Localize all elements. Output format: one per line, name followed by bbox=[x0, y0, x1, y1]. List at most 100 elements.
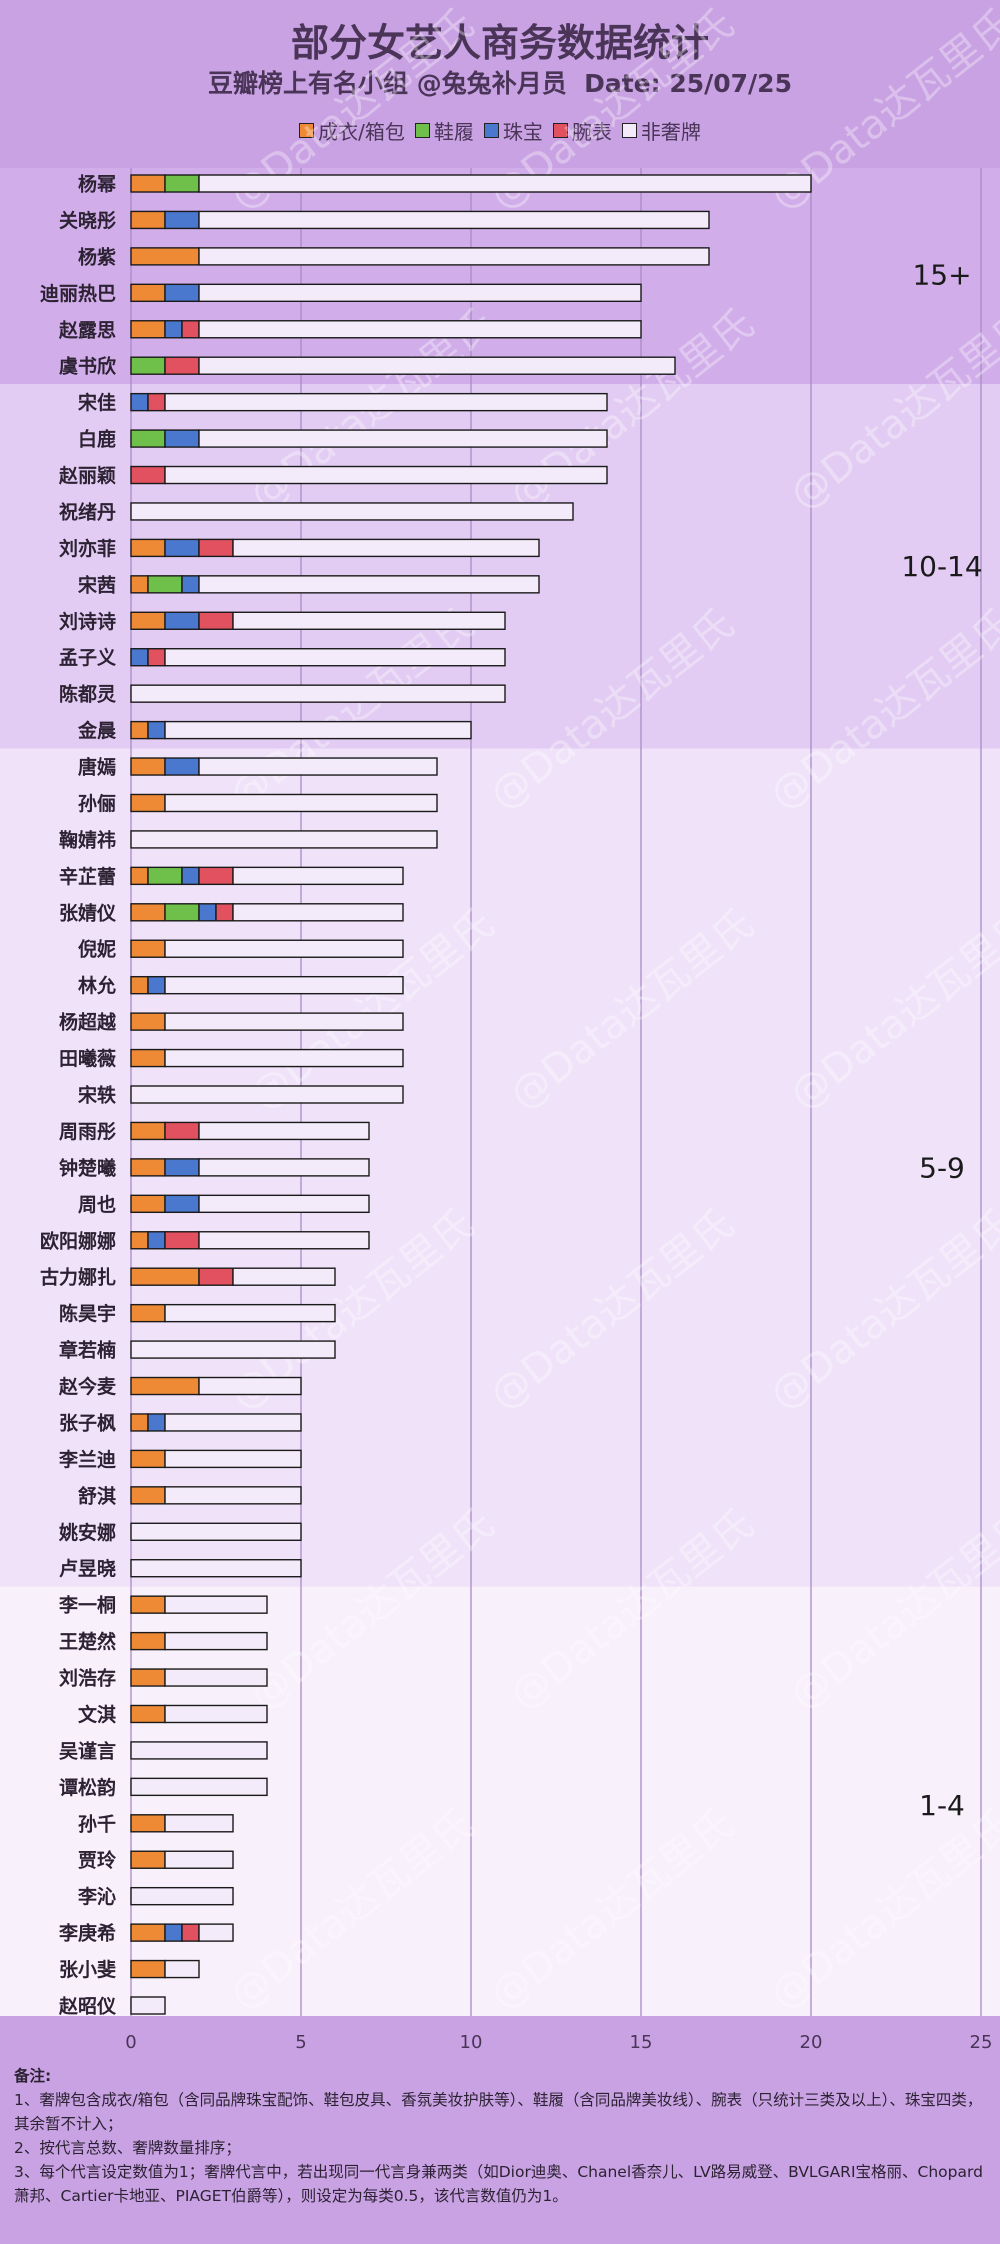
bar-segment bbox=[232, 538, 540, 558]
bar-segment bbox=[130, 1267, 200, 1286]
chart-title: 部分女艺人商务数据统计 bbox=[290, 21, 709, 65]
y-category-label: 宋轶 bbox=[77, 1084, 116, 1107]
bar-segment bbox=[130, 1777, 268, 1797]
y-category-label: 卢昱晓 bbox=[59, 1557, 116, 1580]
bar-segment bbox=[130, 1231, 149, 1250]
bar-segment bbox=[130, 1303, 166, 1323]
bar-segment bbox=[232, 1267, 336, 1286]
x-tick-label: 20 bbox=[800, 2032, 823, 2053]
bar-segment bbox=[130, 1048, 166, 1068]
bar-segment bbox=[198, 1231, 370, 1250]
bar-segment bbox=[232, 611, 506, 630]
bar-segment bbox=[164, 1814, 234, 1833]
y-category-label: 孟子义 bbox=[59, 647, 116, 669]
y-category-label: 陈都灵 bbox=[59, 683, 117, 706]
bar-segment bbox=[130, 1121, 166, 1141]
x-tick-label: 15 bbox=[630, 2032, 653, 2053]
legend-swatch bbox=[414, 123, 430, 138]
bar-segment bbox=[198, 611, 234, 630]
bar-segment bbox=[198, 1267, 234, 1286]
y-category-label: 张婧仪 bbox=[59, 901, 117, 924]
group-label: 5-9 bbox=[919, 1151, 965, 1184]
bar-segment bbox=[130, 793, 166, 813]
x-tick-label: 25 bbox=[970, 2032, 993, 2053]
y-category-label: 李庚希 bbox=[58, 1922, 116, 1945]
note-line-1: 1、奢牌包含成衣/箱包（含同品牌珠宝配饰、鞋包皮具、香氛美妆护肤等）、鞋履（含同… bbox=[14, 2091, 983, 2133]
y-category-label: 古力娜扎 bbox=[40, 1266, 116, 1289]
y-category-label: 刘浩存 bbox=[59, 1667, 116, 1690]
legend: 成衣/箱包 鞋履 珠宝 腕表 非奢牌 bbox=[0, 116, 1000, 145]
y-category-label: 张子枫 bbox=[59, 1412, 116, 1434]
bar-segment bbox=[198, 866, 234, 886]
bar-segment bbox=[130, 429, 166, 448]
bar-segment bbox=[164, 1959, 200, 1979]
bar-segment bbox=[164, 356, 200, 375]
bar-segment bbox=[130, 174, 166, 193]
bar-segment bbox=[164, 1194, 200, 1214]
y-category-label: 周雨彤 bbox=[59, 1121, 116, 1143]
legend-swatch bbox=[552, 123, 568, 138]
bar-segment bbox=[198, 283, 642, 303]
bar-segment bbox=[215, 903, 234, 922]
bar-segment bbox=[147, 975, 166, 995]
y-category-label: 倪妮 bbox=[78, 938, 116, 961]
bar-segment bbox=[164, 1413, 302, 1432]
bar-segment bbox=[130, 939, 166, 958]
bar-segment bbox=[130, 283, 166, 303]
bar-segment bbox=[130, 1704, 166, 1724]
bar-segment bbox=[181, 866, 200, 886]
chart-subtitle: 豆瓣榜上有名小组 @兔兔补月员 Date: 25/07/25 bbox=[208, 69, 792, 98]
y-category-label: 谭松韵 bbox=[59, 1776, 116, 1799]
legend-item: 腕表 bbox=[552, 116, 612, 145]
note-line-3: 3、每个代言设定数值为1；奢牌代言中，若出现同一代言身兼两类（如Dior迪奥、C… bbox=[14, 2163, 983, 2205]
y-category-label: 章若楠 bbox=[59, 1339, 116, 1362]
y-category-label: 鞠婧祎 bbox=[59, 828, 116, 851]
bar-segment bbox=[130, 465, 166, 485]
bar-segment bbox=[130, 320, 166, 339]
chart-header: 部分女艺人商务数据统计 豆瓣榜上有名小组 @兔兔补月员 Date: 25/07/… bbox=[0, 0, 1000, 168]
bar-segment bbox=[164, 1231, 200, 1250]
bar-segment bbox=[164, 757, 200, 776]
bar-segment bbox=[130, 1850, 166, 1869]
bar-segment bbox=[147, 648, 166, 667]
y-category-label: 贾玲 bbox=[78, 1849, 117, 1872]
bar-segment bbox=[130, 830, 438, 849]
y-category-label: 赵昭仪 bbox=[58, 1995, 117, 2018]
legend-swatch bbox=[299, 123, 315, 138]
bar-segment bbox=[164, 648, 506, 667]
y-category-label: 迪丽热巴 bbox=[40, 282, 116, 305]
bar-segment bbox=[164, 720, 472, 740]
legend-label: 成衣/箱包 bbox=[318, 120, 405, 144]
bar-segment bbox=[130, 1486, 166, 1505]
bar-segment bbox=[198, 356, 676, 375]
y-category-label: 田曦薇 bbox=[59, 1047, 116, 1070]
bar-segment bbox=[130, 1996, 166, 2015]
y-category-label: 金晨 bbox=[77, 719, 117, 742]
y-category-label: 孙俪 bbox=[78, 792, 116, 815]
bar-segment bbox=[130, 356, 166, 375]
bar-segment bbox=[198, 429, 608, 448]
legend-item: 成衣/箱包 bbox=[299, 116, 405, 145]
y-category-label: 张小斐 bbox=[59, 1958, 116, 1981]
bar-segment bbox=[181, 1923, 200, 1942]
legend-item: 珠宝 bbox=[483, 116, 543, 145]
bar-segment bbox=[232, 866, 404, 886]
y-category-label: 林允 bbox=[78, 974, 116, 997]
legend-swatch bbox=[483, 123, 499, 138]
y-category-label: 李一桐 bbox=[58, 1594, 116, 1617]
bar-segment bbox=[164, 538, 200, 558]
x-tick-label: 0 bbox=[125, 2032, 136, 2053]
y-category-label: 杨幂 bbox=[78, 173, 117, 196]
bar-segment bbox=[130, 1886, 234, 1906]
legend-swatch bbox=[621, 123, 637, 138]
legend-item: 非奢牌 bbox=[621, 116, 701, 145]
group-label: 1-4 bbox=[919, 1789, 965, 1822]
bar-segment bbox=[164, 611, 200, 630]
bar-segment bbox=[130, 1668, 166, 1687]
y-category-label: 刘亦菲 bbox=[59, 537, 116, 560]
bar-segment bbox=[164, 793, 438, 813]
bar-segment bbox=[130, 648, 149, 667]
bar-segment bbox=[164, 1631, 268, 1651]
bar-segment bbox=[147, 392, 166, 412]
y-category-label: 王楚然 bbox=[59, 1630, 116, 1653]
